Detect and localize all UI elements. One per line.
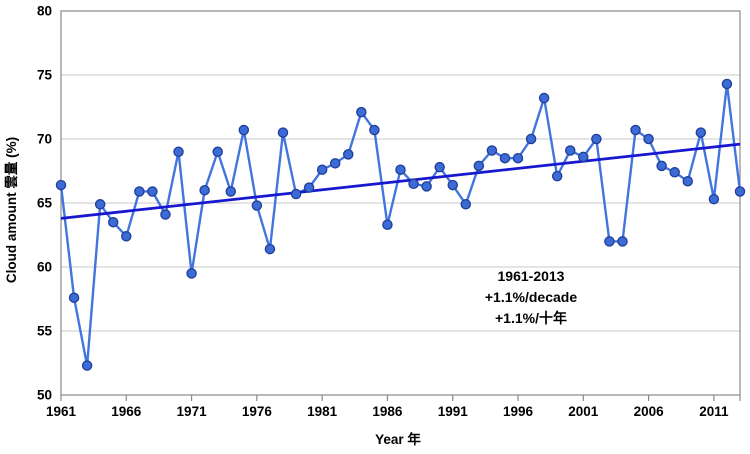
data-point bbox=[186, 268, 197, 279]
y-tick-label: 75 bbox=[37, 68, 53, 83]
data-point bbox=[721, 78, 733, 90]
data-point bbox=[199, 184, 210, 196]
annotation-line-2: +1.1%/decade bbox=[485, 289, 577, 305]
data-point bbox=[343, 149, 354, 160]
x-tick-label: 1961 bbox=[46, 404, 77, 419]
data-point bbox=[134, 186, 145, 197]
trend-line bbox=[60, 142, 741, 220]
data-point bbox=[225, 186, 236, 197]
data-point bbox=[238, 124, 250, 136]
annotation-line-3: +1.1%/十年 bbox=[495, 310, 567, 326]
data-point bbox=[382, 219, 393, 231]
data-point bbox=[251, 200, 263, 211]
data-point bbox=[55, 179, 67, 191]
x-axis-title: Year 年 bbox=[375, 431, 421, 447]
x-tick-label: 2001 bbox=[568, 404, 599, 419]
data-point bbox=[316, 164, 328, 175]
y-tick-label: 55 bbox=[37, 324, 53, 339]
data-point bbox=[591, 133, 602, 145]
y-tick-label: 50 bbox=[37, 388, 52, 403]
x-tick-label: 1986 bbox=[372, 404, 403, 419]
data-point bbox=[434, 161, 445, 173]
x-tick-label: 1976 bbox=[242, 404, 273, 419]
x-tick-label: 1971 bbox=[177, 404, 208, 419]
data-point bbox=[303, 182, 315, 193]
data-point bbox=[68, 292, 80, 303]
data-point bbox=[277, 127, 289, 138]
data-point bbox=[617, 236, 628, 247]
data-point bbox=[682, 175, 694, 187]
data-point bbox=[160, 209, 171, 220]
y-axis-labels: 50 55 60 65 70 75 80 bbox=[37, 4, 53, 403]
data-point bbox=[734, 186, 746, 197]
y-tick-label: 80 bbox=[37, 4, 52, 19]
data-point bbox=[578, 151, 589, 163]
x-tick-label: 1996 bbox=[503, 404, 534, 419]
data-point bbox=[94, 199, 106, 210]
data-point bbox=[630, 124, 641, 136]
x-tick-label: 1966 bbox=[111, 404, 142, 419]
data-point bbox=[329, 158, 341, 169]
data-point bbox=[395, 164, 406, 175]
trend-annotation: 1961-2013 +1.1%/decade +1.1%/十年 bbox=[485, 268, 577, 326]
data-point bbox=[369, 124, 380, 136]
data-point bbox=[421, 181, 432, 192]
data-point bbox=[656, 160, 667, 172]
data-point bbox=[499, 152, 511, 164]
data-point bbox=[643, 133, 654, 145]
data-point bbox=[604, 236, 615, 247]
data-point bbox=[486, 145, 498, 156]
gridlines bbox=[61, 74, 740, 332]
y-axis-title: Cloud amount 雲量 (%) bbox=[4, 137, 19, 283]
data-point bbox=[212, 146, 223, 158]
y-tick-label: 60 bbox=[37, 260, 52, 275]
data-point bbox=[538, 92, 550, 104]
y-tick-label: 65 bbox=[37, 196, 53, 211]
data-point bbox=[473, 160, 485, 172]
y-tick-label: 70 bbox=[37, 132, 52, 147]
plot-area-border bbox=[60, 10, 741, 396]
x-axis-labels: 1961 1966 1971 1976 1981 1986 1991 1996 2001 2006… bbox=[46, 404, 729, 419]
data-point bbox=[173, 146, 184, 158]
data-point bbox=[525, 133, 537, 145]
data-point bbox=[121, 231, 132, 242]
data-point bbox=[551, 170, 563, 182]
annotation-line-1: 1961-2013 bbox=[498, 268, 565, 284]
data-point bbox=[147, 186, 158, 197]
data-point bbox=[81, 360, 93, 371]
data-point bbox=[512, 152, 524, 164]
data-point bbox=[290, 188, 302, 200]
data-point bbox=[460, 199, 472, 210]
data-point bbox=[107, 216, 119, 228]
x-tick-label: 2006 bbox=[634, 404, 665, 419]
data-series bbox=[55, 78, 746, 371]
x-tick-label: 2011 bbox=[699, 404, 729, 419]
x-axis-ticks bbox=[60, 395, 741, 401]
data-point bbox=[264, 243, 276, 255]
x-tick-label: 1981 bbox=[307, 404, 338, 419]
data-point bbox=[708, 193, 720, 205]
data-point bbox=[565, 145, 576, 156]
data-point bbox=[447, 179, 458, 191]
x-tick-label: 1991 bbox=[438, 404, 469, 419]
data-point bbox=[408, 178, 419, 190]
data-point bbox=[695, 127, 707, 138]
data-point bbox=[356, 106, 367, 118]
data-point bbox=[669, 167, 680, 178]
